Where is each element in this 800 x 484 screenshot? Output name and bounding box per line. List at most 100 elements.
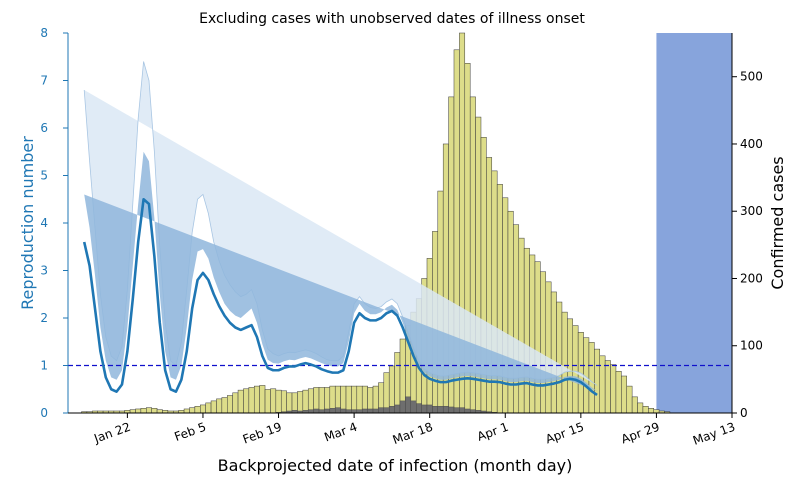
y-left-tick-label: 3 <box>40 264 48 278</box>
case-bar <box>507 210 514 414</box>
case-bar <box>156 409 163 414</box>
unobserved-case-bar <box>399 400 406 414</box>
unobserved-case-bar <box>329 408 336 414</box>
case-bar <box>151 408 158 414</box>
unobserved-bars-layer <box>275 396 498 414</box>
case-bar <box>615 371 622 414</box>
case-bar <box>200 404 206 414</box>
unobserved-case-bar <box>432 406 438 414</box>
unobserved-case-bar <box>426 404 433 414</box>
axes-layer <box>63 32 737 418</box>
case-bar <box>588 342 595 414</box>
case-bar <box>264 389 271 414</box>
case-bar <box>129 409 136 414</box>
y-left-tick-labels: 0 1 2 3 4 5 6 7 8 <box>40 26 48 420</box>
y-left-axis-title: Reproduction number <box>18 136 37 310</box>
case-bar <box>648 408 654 414</box>
case-bar <box>529 254 536 414</box>
unobserved-case-bar <box>405 396 411 414</box>
case-bar <box>631 396 638 414</box>
shaded-region-layer <box>656 33 732 413</box>
case-bar <box>280 390 287 414</box>
case-bar <box>146 407 152 414</box>
case-bar <box>216 398 223 414</box>
chart-title: Excluding cases with unobserved dates of… <box>199 11 585 27</box>
case-bar <box>599 355 606 414</box>
unobserved-case-bar <box>335 407 341 414</box>
y-left-tick-label: 6 <box>40 121 48 135</box>
case-bar <box>637 402 644 414</box>
unobserved-case-bar <box>416 403 422 414</box>
unobserved-case-bar <box>351 409 358 414</box>
rt-line-layer <box>82 197 598 397</box>
case-bar <box>572 325 579 414</box>
unobserved-case-bar <box>453 407 460 414</box>
unobserved-case-bar <box>442 406 449 414</box>
y-left-tick-label: 8 <box>40 26 48 40</box>
y-left-tick-label: 7 <box>40 74 48 88</box>
unobserved-case-bar <box>356 409 363 414</box>
unobserved-case-bar <box>345 409 352 414</box>
y-right-axis-title: Confirmed cases <box>768 156 787 289</box>
case-bar <box>388 365 395 414</box>
y-left-tick-label: 2 <box>40 311 48 325</box>
y-right-tick-label: 200 <box>740 271 763 285</box>
case-bar <box>626 385 633 414</box>
x-tick-label: Apr 29 <box>619 420 661 447</box>
y-right-tick-label: 0 <box>740 406 748 420</box>
case-bar <box>248 387 255 414</box>
x-tick-label: Feb 5 <box>172 420 208 444</box>
x-tick-label: Feb 19 <box>241 420 284 447</box>
x-tick-label: Mar 18 <box>391 420 435 447</box>
case-bar <box>221 397 228 414</box>
unobserved-case-bar <box>394 404 401 414</box>
x-tick-label: Jan 22 <box>91 420 132 446</box>
unobserved-case-bar <box>448 406 455 414</box>
case-bar <box>545 281 552 414</box>
unobserved-case-bar <box>324 408 331 414</box>
case-bar <box>534 261 541 414</box>
case-bar <box>259 385 266 414</box>
case-bar <box>237 389 244 414</box>
case-bar <box>604 360 611 414</box>
case-bar <box>194 406 201 414</box>
y-left-tick-label: 4 <box>40 216 48 230</box>
case-bar <box>270 388 277 414</box>
case-bar <box>345 385 352 414</box>
y-right-tick-label: 500 <box>740 70 763 84</box>
x-axis-title: Backprojected date of infection (month d… <box>218 456 573 475</box>
case-bar <box>253 385 260 414</box>
case-bar <box>561 311 568 414</box>
case-bar <box>307 388 314 414</box>
unobserved-case-bar <box>372 408 379 414</box>
case-bar <box>383 372 390 414</box>
case-bar <box>621 375 627 414</box>
case-bar <box>183 408 190 414</box>
case-bar <box>227 395 233 414</box>
x-tick-label: Apr 1 <box>475 420 510 444</box>
unobserved-case-bar <box>410 400 417 414</box>
case-bar <box>550 291 557 414</box>
unobserved-case-bar <box>362 408 368 414</box>
unobserved-case-bar <box>340 408 347 414</box>
unobserved-case-bar <box>437 406 444 414</box>
unobserved-case-bar <box>378 407 385 414</box>
unobserved-case-bar <box>389 406 395 414</box>
unobserved-case-bar <box>464 408 471 414</box>
unobserved-case-bar <box>313 408 320 414</box>
case-bar <box>653 409 660 414</box>
x-tick-label: Apr 15 <box>544 420 586 447</box>
case-bar <box>351 385 358 414</box>
case-bar <box>302 389 309 414</box>
y-right-tick-label: 400 <box>740 137 763 151</box>
shaded-region <box>656 33 732 413</box>
case-bar <box>286 392 293 414</box>
case-bar <box>356 385 363 414</box>
case-bar <box>556 301 563 414</box>
case-bar <box>297 391 304 414</box>
y-left-tick-label: 5 <box>40 169 48 183</box>
unobserved-case-bar <box>469 409 476 414</box>
confidence-bands-layer <box>83 61 598 392</box>
case-bar <box>275 389 282 414</box>
